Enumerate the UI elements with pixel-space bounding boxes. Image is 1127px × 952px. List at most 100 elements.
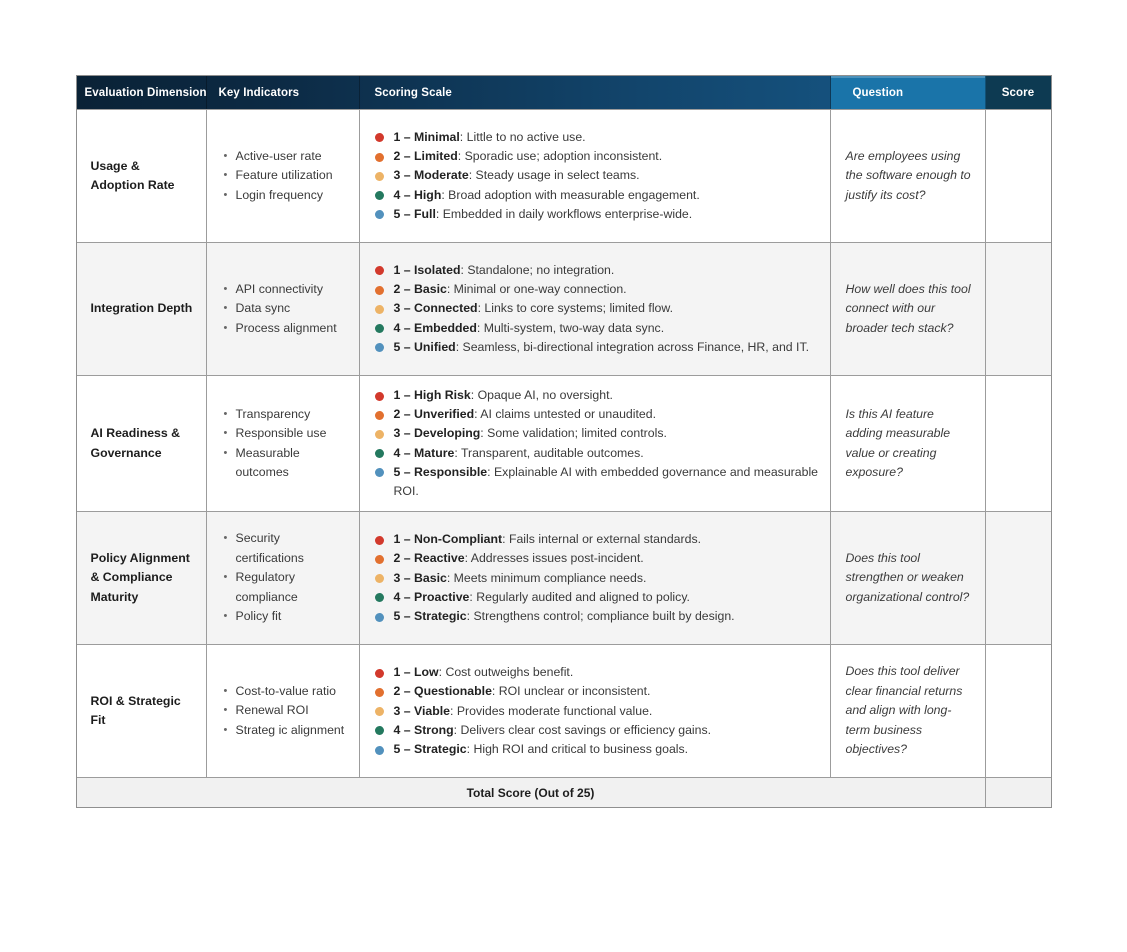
scale-level-label: 1 – Minimal (393, 129, 460, 144)
table-row: AI Readiness & Governance TransparencyRe… (76, 375, 1051, 512)
indicator-item: Login frequency (224, 186, 333, 206)
question-text: Is this AI feature adding measurable val… (845, 406, 951, 480)
scoring-scale-cell: 1 – Isolated: Standalone; no integration… (360, 243, 831, 375)
scale-level-label: 3 – Moderate (393, 168, 469, 183)
scale-level-description: : Embedded in daily workflows enterprise… (435, 206, 693, 221)
scale-level-description: : Minimal or one-way connection. (446, 282, 627, 297)
scale-item: 5 – Strategic: Strengthens control; comp… (374, 607, 735, 626)
scale-level-description: : Some validation; limited controls. (480, 426, 667, 441)
level-dot-icon (374, 410, 384, 420)
score-cell[interactable] (986, 645, 1051, 777)
scale-level-description: : Opaque AI, no oversight. (470, 388, 613, 402)
level-dot-icon (374, 171, 384, 181)
score-cell[interactable] (986, 110, 1051, 242)
scale-item: 4 – High: Broad adoption with measurable… (374, 186, 700, 205)
scoring-scale-cell: 1 – Low: Cost outweighs benefit. 2 – Ques… (360, 645, 831, 778)
scoring-scale-list: 1 – High Risk: Opaque AI, no oversight. 2… (374, 386, 822, 501)
scale-level-description: : Provides moderate functional value. (450, 703, 653, 718)
indicator-item: Renewal ROI (224, 701, 345, 721)
scale-level-description: : Sporadic use; adoption inconsistent. (457, 149, 663, 164)
level-dot-icon (374, 391, 384, 401)
scale-level-label: 4 – Mature (393, 445, 455, 460)
scale-item: 3 – Developing: Some validation; limited… (374, 424, 822, 443)
dimension-name: ROI & Strategic Fit (90, 693, 181, 728)
level-dot-icon (374, 687, 384, 697)
scale-level-label: 4 – Strong (393, 722, 454, 737)
question-cell: Does this tool deliver clear financial r… (831, 645, 986, 778)
scale-level-description: : Seamless, bi-directional integration a… (455, 339, 810, 354)
scale-item: 5 – Full: Embedded in daily workflows en… (374, 205, 700, 224)
scale-level-description: : Strengthens control; compliance built … (466, 609, 735, 624)
scale-item: 1 – Minimal: Little to no active use. (374, 128, 700, 147)
scale-item: 4 – Proactive: Regularly audited and ali… (374, 588, 735, 607)
table-row: ROI & Strategic Fit Cost-to-value ratioR… (76, 644, 1051, 778)
scale-item: 1 – Low: Cost outweighs benefit. (374, 663, 712, 682)
scale-item: 5 – Strategic: High ROI and critical to … (374, 740, 712, 759)
key-indicators-list: Cost-to-value ratioRenewal ROIStrateg ic… (207, 682, 349, 741)
level-dot-icon (374, 429, 384, 439)
scale-level-label: 5 – Strategic (393, 742, 467, 757)
scale-item: 2 – Limited: Sporadic use; adoption inco… (374, 147, 700, 166)
scoring-scale-cell: 1 – Minimal: Little to no active use. 2 –… (360, 110, 831, 242)
level-dot-icon (374, 574, 384, 584)
question-text: Are employees using the software enough … (845, 148, 971, 202)
indicator-item: Strateg ic alignment (224, 721, 345, 741)
scale-level-label: 1 – High Risk (393, 388, 471, 402)
scale-level-label: 2 – Questionable (393, 684, 492, 699)
scale-level-label: 3 – Connected (393, 301, 478, 316)
header-label: Key Indicators (218, 86, 300, 99)
dimension-name: Policy Alignment & Compliance Maturity (90, 550, 190, 604)
scale-level-description: : High ROI and critical to business goal… (466, 742, 689, 757)
dimension-name: AI Readiness & Governance (90, 426, 181, 460)
level-dot-icon (374, 554, 384, 564)
table-header-row: Evaluation Dimension Key Indicators Scor… (76, 76, 1051, 109)
scale-item: 2 – Unverified: AI claims untested or un… (374, 405, 822, 424)
scale-level-label: 3 – Viable (393, 703, 451, 718)
scale-level-label: 3 – Basic (393, 570, 447, 585)
scale-item: 1 – Isolated: Standalone; no integration… (374, 261, 810, 280)
key-indicators-cell: Active-user rateFeature utilizationLogin… (207, 110, 360, 242)
header-key-indicators: Key Indicators (207, 76, 360, 109)
scale-item: 2 – Reactive: Addresses issues post-inci… (374, 549, 735, 568)
score-cell[interactable] (986, 512, 1051, 644)
level-dot-icon (374, 668, 384, 678)
scale-item: 3 – Basic: Meets minimum compliance need… (374, 569, 735, 588)
scale-item: 4 – Strong: Delivers clear cost savings … (374, 721, 711, 740)
scale-level-label: 2 – Basic (393, 282, 447, 297)
scale-level-description: : AI claims untested or unaudited. (474, 407, 656, 422)
scale-item: 5 – Responsible: Explainable AI with emb… (374, 463, 822, 501)
level-dot-icon (374, 535, 384, 545)
level-dot-icon (374, 745, 384, 755)
level-dot-icon (374, 285, 384, 295)
question-cell: How well does this tool connect with our… (831, 243, 986, 375)
question-text: How well does this tool connect with our… (845, 281, 971, 335)
table-row: Policy Alignment & Compliance Maturity S… (76, 511, 1051, 645)
score-cell[interactable] (986, 376, 1051, 511)
dimension-name: Usage & Adoption Rate (90, 158, 175, 193)
question-cell: Is this AI feature adding measurable val… (831, 376, 986, 512)
indicator-item: Policy fit (224, 607, 349, 627)
total-score-cell[interactable] (986, 778, 1051, 807)
scale-level-description: : Little to no active use. (459, 129, 586, 144)
scoring-scale-list: 1 – Low: Cost outweighs benefit. 2 – Ques… (374, 663, 712, 759)
scale-level-label: 3 – Developing (393, 426, 481, 441)
scale-item: 2 – Basic: Minimal or one-way connection… (374, 280, 810, 299)
scale-level-description: : ROI unclear or inconsistent. (491, 684, 651, 699)
score-cell[interactable] (986, 243, 1051, 375)
indicator-item: Data sync (224, 299, 337, 319)
scale-level-description: : Multi-system, two-way data sync. (476, 320, 665, 335)
scale-level-description: : Broad adoption with measurable engagem… (441, 187, 700, 202)
scale-level-description: : Steady usage in select teams. (468, 168, 640, 183)
key-indicators-cell: TransparencyResponsible useMeasurable ou… (207, 376, 360, 512)
level-dot-icon (374, 726, 384, 736)
scale-level-description: : Regularly audited and aligned to polic… (469, 589, 690, 604)
scale-level-label: 4 – High (393, 187, 442, 202)
key-indicators-list: TransparencyResponsible useMeasurable ou… (207, 405, 353, 483)
scoring-rubric-table: Evaluation Dimension Key Indicators Scor… (75, 75, 1052, 809)
question-cell: Does this tool strengthen or weaken orga… (831, 512, 986, 645)
table-row: Integration Depth API connectivityData s… (76, 242, 1051, 375)
dimension-cell: Usage & Adoption Rate (77, 110, 207, 242)
key-indicators-cell: API connectivityData syncProcess alignme… (207, 243, 360, 375)
scale-level-description: : Explainable AI with embedded governanc… (393, 464, 819, 499)
dimension-name: Integration Depth (90, 301, 193, 316)
